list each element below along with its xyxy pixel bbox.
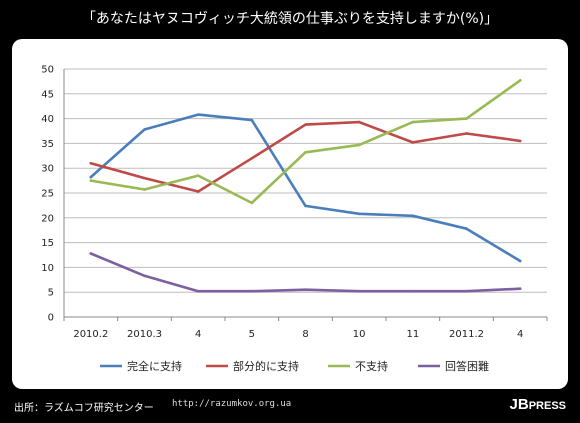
data-point <box>89 252 93 255</box>
series-line <box>89 79 522 205</box>
y-tick-label: 50 <box>41 65 54 76</box>
data-point <box>518 287 522 291</box>
y-tick-label: 25 <box>41 189 54 200</box>
data-point <box>250 156 254 160</box>
chart-panel: 0 5 10 15 20 25 30 35 40 45 50 2010.2 2010.3 4 5 8 10 11 2… <box>12 39 568 389</box>
data-point <box>465 117 468 120</box>
data-point <box>250 118 254 122</box>
legend-label: 完全に支持 <box>127 359 182 373</box>
data-point <box>518 79 522 82</box>
data-point <box>465 132 468 135</box>
data-point <box>250 289 254 293</box>
data-point <box>143 274 146 278</box>
y-tick-label: 40 <box>41 114 54 125</box>
data-point <box>89 161 93 165</box>
x-tick-label: 10 <box>353 329 366 340</box>
data-point <box>304 288 307 292</box>
series-line <box>89 120 522 193</box>
data-point <box>143 188 146 191</box>
data-point <box>250 201 254 205</box>
y-tick-label: 5 <box>48 288 54 299</box>
data-point <box>411 289 415 293</box>
data-point <box>196 113 200 116</box>
data-point <box>89 179 93 182</box>
data-point <box>465 289 468 293</box>
data-point <box>411 141 415 144</box>
data-point <box>357 289 361 293</box>
y-tick-label: 20 <box>41 213 54 224</box>
x-tick-label: 5 <box>249 329 255 340</box>
data-point <box>304 123 307 126</box>
data-point <box>357 212 361 216</box>
brand-rest: PRESS <box>528 400 566 412</box>
y-tick-label: 10 <box>41 263 54 274</box>
data-point <box>196 190 200 193</box>
data-point <box>304 151 307 154</box>
data-point <box>411 214 415 218</box>
data-point <box>143 128 146 131</box>
page-title: 「あなたはヤヌコヴィッチ大統領の仕事ぶりを支持しますか(%)」 <box>81 11 499 27</box>
y-tick-label: 35 <box>41 139 54 150</box>
data-point <box>89 175 93 179</box>
data-point <box>357 120 361 124</box>
brand-logo: JBPRESS <box>510 396 566 413</box>
data-point <box>518 259 522 263</box>
x-tick-label: 4 <box>517 329 523 340</box>
legend-label: 不支持 <box>355 359 388 373</box>
data-point <box>465 227 468 231</box>
source-url[interactable]: http://razumkov.org.ua <box>172 399 292 409</box>
data-point <box>304 204 307 208</box>
data-point <box>518 139 522 143</box>
x-tick-label: 11 <box>406 329 419 340</box>
data-point <box>411 120 415 124</box>
legend-label: 部分的に支持 <box>233 359 299 373</box>
series-line <box>89 252 522 293</box>
data-point <box>357 143 361 147</box>
x-tick-label: 2010.3 <box>127 329 162 340</box>
y-tick-label: 30 <box>41 164 54 175</box>
y-tick-label: 15 <box>41 238 54 249</box>
legend-label: 回答困難 <box>445 359 489 373</box>
data-point <box>196 289 200 293</box>
y-tick-label: 0 <box>48 313 54 324</box>
y-tick-label: 45 <box>41 89 54 100</box>
x-tick-label: 4 <box>195 329 201 340</box>
x-tick-label: 2011.2 <box>449 329 484 340</box>
source-label: 出所：ラズムコフ研究センター <box>14 403 154 414</box>
x-tick-label: 2010.2 <box>73 329 108 340</box>
data-point <box>143 176 146 180</box>
data-point <box>196 174 200 177</box>
x-tick-label: 8 <box>302 329 308 340</box>
brand-main: JB <box>509 396 529 413</box>
